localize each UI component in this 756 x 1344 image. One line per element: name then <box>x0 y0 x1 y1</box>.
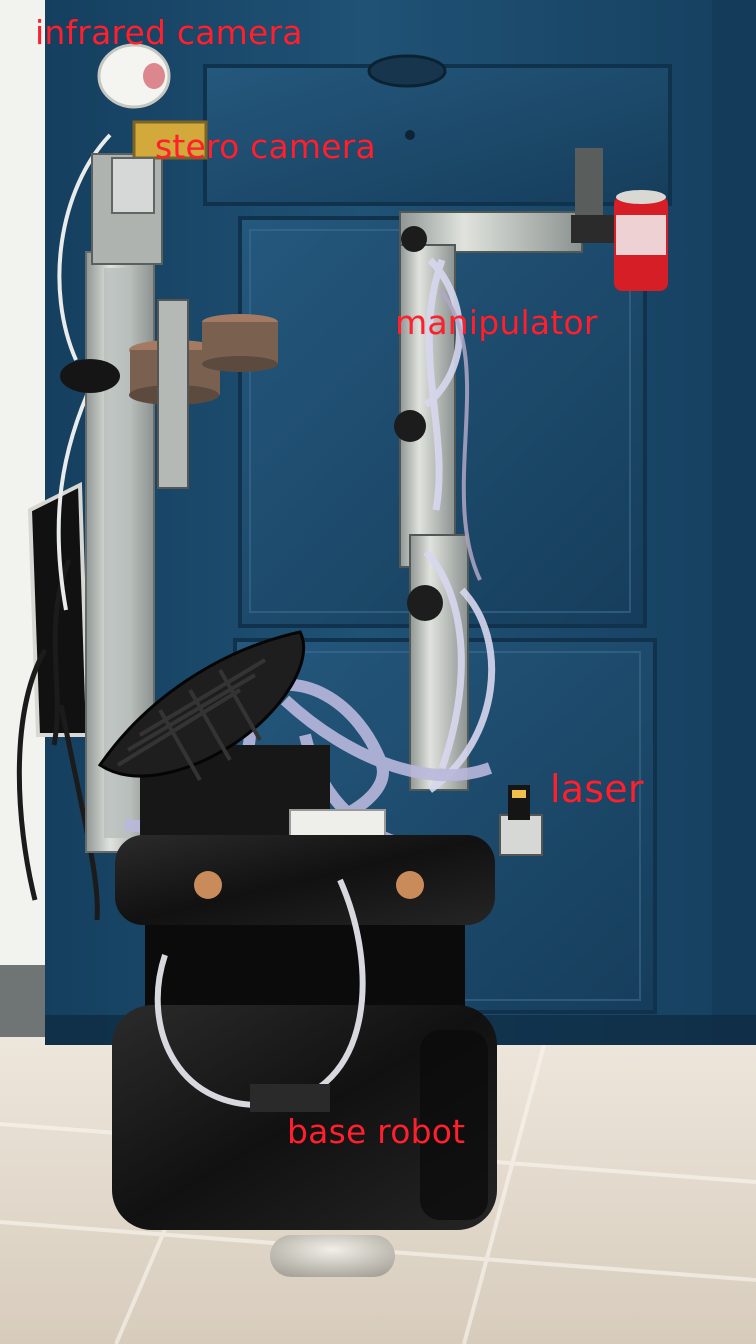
laser-plate <box>499 814 543 856</box>
sensor-ring-right-bottom <box>202 356 278 372</box>
base-ports <box>250 1084 330 1112</box>
joint-top <box>401 226 427 252</box>
gripper-mount <box>575 148 603 223</box>
laser-window <box>512 790 526 798</box>
cable-bundle-main <box>123 678 493 856</box>
metal-plate <box>157 299 189 489</box>
arm-cable-shadow <box>438 288 482 581</box>
door-screw <box>405 130 415 140</box>
infrared-camera-lens <box>143 63 165 89</box>
black-sensor <box>60 359 120 393</box>
stereo-camera-label: stero camera <box>155 127 376 166</box>
infrared-camera-body <box>97 43 171 109</box>
bumper-left <box>194 871 222 899</box>
laser-label: laser <box>550 767 644 811</box>
infrared-camera-label: infrared camera <box>35 13 303 52</box>
base-robot-label: base robot <box>287 1112 466 1151</box>
peephole <box>367 54 447 88</box>
bumper-right <box>396 871 424 899</box>
joint-middle <box>394 410 426 442</box>
keyboard-keys <box>116 658 267 781</box>
manipulator-label: manipulator <box>395 303 598 342</box>
stereo-camera-body <box>132 120 208 160</box>
base-side-panel <box>420 1030 488 1220</box>
door-frame-right <box>712 0 756 1045</box>
wheel <box>270 1235 395 1277</box>
joint-lower <box>407 585 443 621</box>
soda-can-label <box>616 215 666 255</box>
soda-can-top <box>616 190 666 204</box>
camera-mount <box>111 157 155 214</box>
base-body <box>112 1005 497 1230</box>
upper-base-deck <box>115 835 495 925</box>
